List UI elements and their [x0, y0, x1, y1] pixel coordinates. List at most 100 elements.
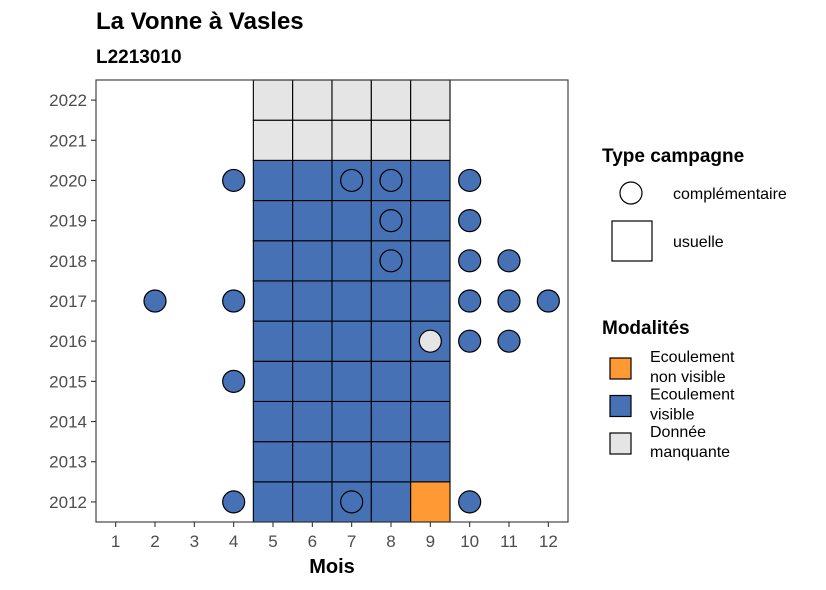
- point-2015-4: [222, 369, 246, 393]
- point-2018-8: [379, 249, 403, 273]
- tile-2020-9: [410, 159, 451, 202]
- tile-2013-8: [370, 441, 412, 483]
- tile-2018-9: [410, 240, 451, 282]
- legend-usuelle-key: [611, 220, 653, 262]
- tile-2015-5: [252, 360, 294, 403]
- point-2020-7: [340, 168, 364, 193]
- legend-modalite-label: Donnée manquante: [650, 424, 730, 461]
- point-2012-4: [222, 490, 246, 514]
- tile-2018-7: [331, 240, 372, 282]
- tile-2015-8: [370, 360, 412, 403]
- point-2018-10: [458, 249, 482, 273]
- chart-title: La Vonne à Vasles: [96, 8, 304, 35]
- tile-2016-6: [292, 320, 333, 362]
- tile-2021-9: [410, 119, 451, 161]
- legend-modalites-title: Modalités: [602, 318, 690, 339]
- point-2012-7: [340, 490, 364, 514]
- tile-2013-6: [292, 441, 333, 483]
- point-2020-4: [222, 168, 246, 193]
- y-tick-label: 2014: [49, 413, 87, 432]
- tile-2019-7: [331, 199, 372, 242]
- legend-modalite-label: Ecoulement non visible: [650, 349, 735, 386]
- tile-2022-7: [331, 79, 372, 121]
- legend-modalite-key: [609, 394, 632, 418]
- point-2017-11: [497, 289, 521, 313]
- tile-2014-8: [370, 400, 412, 443]
- x-axis-title: Mois: [309, 556, 355, 578]
- x-tick-label: 4: [229, 532, 238, 551]
- tile-2022-9: [410, 79, 451, 121]
- tile-2019-9: [410, 199, 451, 242]
- point-2017-10: [458, 289, 482, 313]
- usuelle-tiles: [252, 79, 451, 523]
- y-axis: 2012 2013 2014 2015 2016 2017 2018 2019 2020 2021…: [49, 91, 96, 512]
- tile-2013-9: [410, 441, 451, 483]
- tile-2017-6: [292, 280, 333, 322]
- x-tick-label: 9: [426, 532, 435, 551]
- tile-2013-5: [252, 441, 294, 483]
- point-2016-9: [418, 329, 442, 353]
- y-tick-label: 2020: [49, 171, 87, 190]
- tile-2022-6: [292, 79, 333, 121]
- y-tick-label: 2013: [49, 453, 87, 472]
- x-tick-label: 3: [190, 532, 199, 551]
- point-2017-2: [143, 289, 167, 313]
- legend-complementaire-key: [619, 181, 643, 205]
- x-tick-label: 11: [500, 532, 518, 551]
- tile-2021-6: [292, 119, 333, 161]
- tile-2017-9: [410, 280, 451, 322]
- complementaire-points: [143, 168, 560, 514]
- tile-2019-6: [292, 199, 333, 242]
- tile-2022-8: [370, 79, 412, 121]
- tile-2016-5: [252, 320, 294, 362]
- x-tick-label: 8: [386, 532, 395, 551]
- tile-2014-5: [252, 400, 294, 443]
- point-2016-11: [497, 329, 521, 353]
- tile-2013-7: [331, 441, 372, 483]
- tile-2018-5: [252, 240, 294, 282]
- x-tick-label: 1: [111, 532, 120, 551]
- tile-2017-5: [252, 280, 294, 322]
- tile-2017-7: [331, 280, 372, 322]
- tile-2014-9: [410, 400, 451, 443]
- point-2020-8: [379, 168, 403, 193]
- tile-2021-7: [331, 119, 372, 161]
- x-tick-label: 5: [268, 532, 277, 551]
- chart-subtitle: L2213010: [96, 47, 182, 68]
- y-tick-label: 2015: [49, 372, 87, 391]
- tile-2017-8: [370, 280, 412, 322]
- legend-modalite-label: Ecoulement visible: [650, 387, 735, 424]
- point-2018-11: [497, 249, 521, 273]
- x-axis: 1 2 3 4 5 6 7 8 9 10 11 12: [111, 522, 558, 551]
- tile-2016-8: [370, 320, 412, 362]
- point-2020-10: [458, 168, 482, 193]
- tile-2012-9: [410, 481, 451, 523]
- tile-2012-8: [370, 481, 412, 523]
- tile-2020-5: [252, 159, 294, 202]
- tile-2012-6: [292, 481, 333, 523]
- tile-2019-5: [252, 199, 294, 242]
- y-tick-label: 2017: [49, 292, 87, 311]
- tile-2021-5: [252, 119, 294, 161]
- point-2016-10: [458, 329, 482, 353]
- tile-2015-6: [292, 360, 333, 403]
- y-tick-label: 2012: [49, 493, 87, 512]
- y-tick-label: 2016: [49, 332, 87, 351]
- tile-2015-9: [410, 360, 451, 403]
- tile-2022-5: [252, 79, 294, 121]
- point-2017-4: [222, 289, 246, 313]
- x-tick-label: 7: [347, 532, 356, 551]
- tile-2014-7: [331, 400, 372, 443]
- tile-2012-5: [252, 481, 294, 523]
- tile-2021-8: [370, 119, 412, 161]
- legend-modalite-key: [609, 357, 632, 380]
- y-tick-label: 2021: [49, 131, 87, 150]
- y-tick-label: 2019: [49, 212, 87, 231]
- legend: Type campagne complémentaire usuelle Mod…: [602, 146, 787, 461]
- tile-2016-7: [331, 320, 372, 362]
- point-2017-12: [536, 289, 560, 313]
- tile-2014-6: [292, 400, 333, 443]
- legend-modalite-key: [609, 432, 632, 455]
